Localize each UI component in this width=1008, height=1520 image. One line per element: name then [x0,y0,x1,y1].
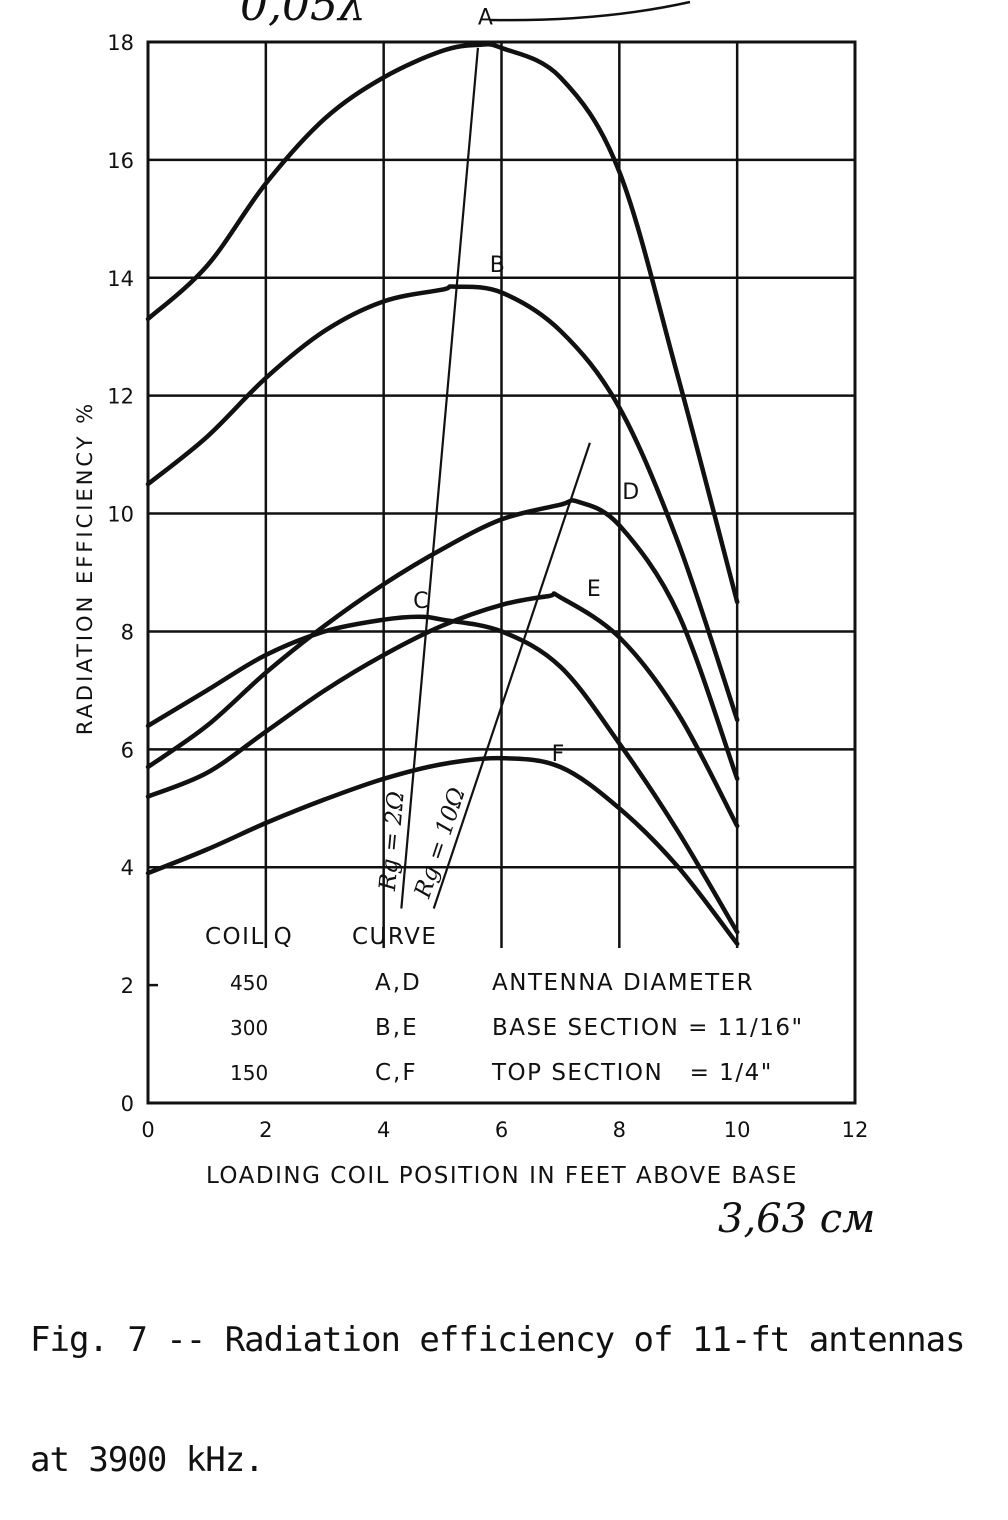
handwritten-top-note: 0,05λ [240,0,366,31]
y-tick-label-6: 6 [121,738,134,762]
x-tick-label-10: 10 [724,1118,751,1142]
x-tick-label-8: 8 [613,1118,626,1142]
curve-b [145,284,740,723]
handwritten-top-stroke [489,0,691,22]
curve-label-a: A [478,5,493,30]
y-tick-label-2: 2 [121,974,134,998]
legend-q-300: 300 [230,1016,268,1040]
curve-c [145,614,740,935]
x-tick-label-12: 12 [842,1118,869,1142]
reference-line-1 [400,47,480,909]
curves [145,41,740,947]
y-axis-label: RADIATION EFFICIENCY % [73,401,97,735]
y-tick-label-14: 14 [107,267,134,291]
legend-curve-be: B,E [375,1015,419,1041]
figure-caption: Fig. 7 -- Radiation efficiency of 11-ft … [30,1240,966,1520]
y-tick-label-16: 16 [107,149,134,173]
legend-note-top: TOP SECTION = 1/4" [491,1060,773,1086]
y-tick-label-18: 18 [107,31,134,55]
grid [146,40,857,1105]
x-tick-label-0: 0 [141,1118,154,1142]
legend-q-150: 150 [230,1061,268,1085]
curve-e [145,591,740,829]
legend-curve-ad: A,D [375,970,422,996]
curve-f [145,755,740,947]
x-tick-label-2: 2 [259,1118,272,1142]
x-axis-label: LOADING COIL POSITION IN FEET ABOVE BASE [206,1163,798,1189]
y-tick-label-12: 12 [107,385,134,409]
curve-label-b: B [490,253,505,278]
ticks: 0 2 4 6 8 10 12 0 2 4 6 8 10 12 14 16 18 [107,31,868,1142]
curve-d [145,498,740,782]
efficiency-chart: Rg = 2Ω Rg = 10Ω A B C D E F 0 2 4 6 8 10 12 0 2 4 6 8 10 1… [73,0,875,1242]
x-tick-label-4: 4 [377,1118,390,1142]
legend-table: COIL Q CURVE 450 A,D ANTENNA DIAMETER 30… [205,924,804,1086]
x-tick-label-6: 6 [495,1118,508,1142]
legend-q-450: 450 [230,971,268,995]
y-tick-label-4: 4 [121,856,134,880]
legend-header-coil-q: COIL Q [205,924,293,950]
handwritten-bottom-note: 3,63 см [718,1196,875,1242]
reference-line-label-2: Rg = 10Ω [410,784,471,902]
caption-line-1: Fig. 7 -- Radiation efficiency of 11-ft … [30,1320,966,1360]
curve-labels: A B C D E F [413,5,639,767]
y-tick-label-10: 10 [107,503,134,527]
legend-note-base: BASE SECTION = 11/16" [492,1015,804,1041]
legend-curve-cf: C,F [375,1060,418,1086]
reference-line-2 [432,442,591,909]
legend-note-diameter: ANTENNA DIAMETER [492,970,754,996]
legend-header-curve: CURVE [352,924,437,950]
curve-a [145,41,740,605]
reference-lines: Rg = 2Ω Rg = 10Ω [375,47,591,909]
curve-label-e: E [587,577,601,602]
y-tick-label-0: 0 [121,1092,134,1116]
curve-label-d: D [622,480,639,505]
curve-label-c: C [413,589,428,614]
caption-line-2: at 3900 kHz. [30,1440,265,1480]
y-tick-label-8: 8 [121,620,134,644]
curve-label-f: F [552,742,565,767]
